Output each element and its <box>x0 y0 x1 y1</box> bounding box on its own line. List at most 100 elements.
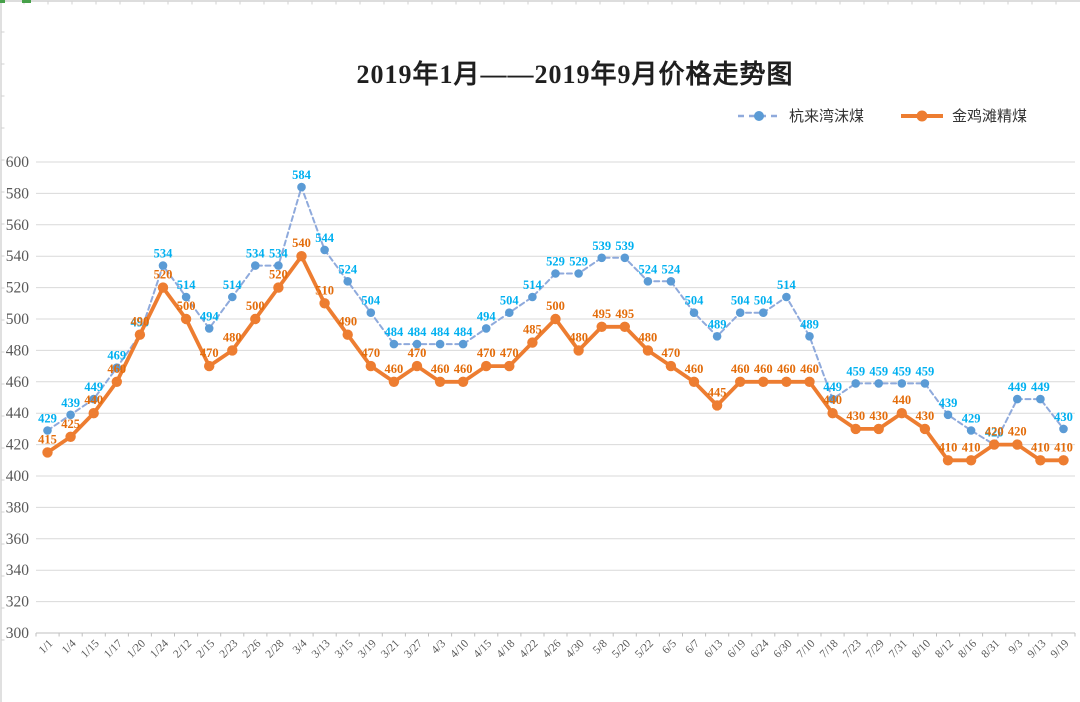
svg-text:440: 440 <box>892 393 911 407</box>
svg-text:4/26: 4/26 <box>541 637 564 660</box>
legend-item-jinjitan[interactable]: 金鸡滩精煤 <box>900 105 1027 126</box>
x-axis-labels: 1/1 1/4 1/15 1/17 1/20 1/24 2/12 2/15 2/23 2/26 2/… <box>37 637 1072 660</box>
svg-text:5/20: 5/20 <box>610 637 633 660</box>
svg-text:504: 504 <box>500 294 520 308</box>
chart-legend: 杭来湾沫煤 金鸡滩精煤 <box>737 105 1027 126</box>
svg-text:529: 529 <box>546 255 565 269</box>
svg-text:459: 459 <box>846 364 865 378</box>
svg-text:459: 459 <box>869 364 888 378</box>
svg-text:6/24: 6/24 <box>748 637 771 660</box>
svg-text:9/13: 9/13 <box>1026 637 1049 660</box>
svg-text:534: 534 <box>269 247 289 261</box>
svg-text:504: 504 <box>361 294 381 308</box>
svg-text:410: 410 <box>1031 440 1050 454</box>
svg-text:7/18: 7/18 <box>818 637 841 660</box>
svg-text:494: 494 <box>477 309 497 323</box>
svg-text:460: 460 <box>777 362 796 376</box>
svg-text:7/23: 7/23 <box>841 637 864 660</box>
svg-text:540: 540 <box>6 248 30 265</box>
svg-text:484: 484 <box>408 325 428 339</box>
svg-text:449: 449 <box>1031 380 1050 394</box>
svg-text:500: 500 <box>246 299 265 313</box>
legend-label-jinjitan: 金鸡滩精煤 <box>952 109 1028 125</box>
svg-text:4/18: 4/18 <box>494 637 517 660</box>
svg-text:544: 544 <box>315 231 335 245</box>
svg-text:534: 534 <box>246 247 266 261</box>
svg-text:8/12: 8/12 <box>933 637 956 660</box>
svg-text:460: 460 <box>431 362 450 376</box>
svg-text:1/15: 1/15 <box>79 637 102 660</box>
svg-text:1/17: 1/17 <box>102 637 125 660</box>
svg-text:470: 470 <box>477 346 496 360</box>
svg-text:520: 520 <box>6 280 30 297</box>
svg-text:514: 514 <box>177 278 197 292</box>
svg-text:484: 484 <box>454 325 474 339</box>
svg-text:1/20: 1/20 <box>125 637 148 660</box>
svg-text:439: 439 <box>939 396 958 410</box>
svg-text:584: 584 <box>292 168 312 182</box>
svg-text:504: 504 <box>731 294 751 308</box>
svg-text:460: 460 <box>731 362 750 376</box>
svg-text:439: 439 <box>61 396 80 410</box>
svg-text:2/23: 2/23 <box>217 637 240 660</box>
svg-text:410: 410 <box>962 440 981 454</box>
svg-text:4/30: 4/30 <box>564 637 587 660</box>
svg-text:2/28: 2/28 <box>264 637 287 660</box>
svg-text:504: 504 <box>685 294 705 308</box>
svg-text:7/31: 7/31 <box>887 637 910 660</box>
svg-text:539: 539 <box>592 239 611 253</box>
svg-text:445: 445 <box>708 385 727 399</box>
svg-text:514: 514 <box>523 278 543 292</box>
svg-text:539: 539 <box>615 239 634 253</box>
legend-item-hanglaiwan[interactable]: 杭来湾沫煤 <box>737 105 864 126</box>
svg-text:440: 440 <box>84 393 103 407</box>
svg-text:484: 484 <box>385 325 405 339</box>
svg-text:3/15: 3/15 <box>333 637 356 660</box>
svg-text:3/4: 3/4 <box>291 637 310 656</box>
svg-text:9/3: 9/3 <box>1007 637 1026 656</box>
svg-text:489: 489 <box>800 317 819 331</box>
svg-text:4/3: 4/3 <box>429 637 448 656</box>
svg-text:449: 449 <box>84 380 103 394</box>
svg-text:5/8: 5/8 <box>591 637 610 656</box>
svg-text:6/5: 6/5 <box>660 637 679 656</box>
svg-text:3/13: 3/13 <box>310 637 333 660</box>
svg-text:410: 410 <box>1054 440 1073 454</box>
svg-text:420: 420 <box>985 426 1004 440</box>
svg-text:9/19: 9/19 <box>1049 637 1072 660</box>
svg-text:500: 500 <box>546 299 565 313</box>
svg-text:440: 440 <box>823 393 842 407</box>
svg-text:494: 494 <box>200 309 220 323</box>
svg-text:6/30: 6/30 <box>772 637 795 660</box>
svg-text:580: 580 <box>6 185 30 202</box>
svg-text:2/12: 2/12 <box>171 637 194 660</box>
svg-text:429: 429 <box>962 412 981 426</box>
svg-text:480: 480 <box>223 330 242 344</box>
svg-text:3/27: 3/27 <box>402 637 425 660</box>
svg-text:459: 459 <box>892 364 911 378</box>
svg-text:490: 490 <box>338 315 357 329</box>
svg-text:380: 380 <box>6 499 30 516</box>
svg-text:4/22: 4/22 <box>518 637 541 660</box>
svg-text:8/31: 8/31 <box>979 637 1002 660</box>
svg-text:1/24: 1/24 <box>148 637 171 660</box>
svg-text:400: 400 <box>6 468 30 485</box>
svg-text:430: 430 <box>1054 410 1073 424</box>
svg-text:495: 495 <box>615 307 634 321</box>
svg-text:480: 480 <box>639 330 658 344</box>
svg-text:534: 534 <box>154 247 174 261</box>
svg-text:360: 360 <box>6 531 30 548</box>
svg-text:449: 449 <box>1008 380 1027 394</box>
svg-text:1/4: 1/4 <box>60 637 79 656</box>
svg-text:460: 460 <box>685 362 704 376</box>
svg-text:1/1: 1/1 <box>37 637 56 656</box>
svg-text:459: 459 <box>916 364 935 378</box>
svg-text:420: 420 <box>985 425 1004 439</box>
svg-text:430: 430 <box>846 409 865 423</box>
svg-text:470: 470 <box>662 346 681 360</box>
svg-text:524: 524 <box>662 262 682 276</box>
svg-text:485: 485 <box>523 323 542 337</box>
